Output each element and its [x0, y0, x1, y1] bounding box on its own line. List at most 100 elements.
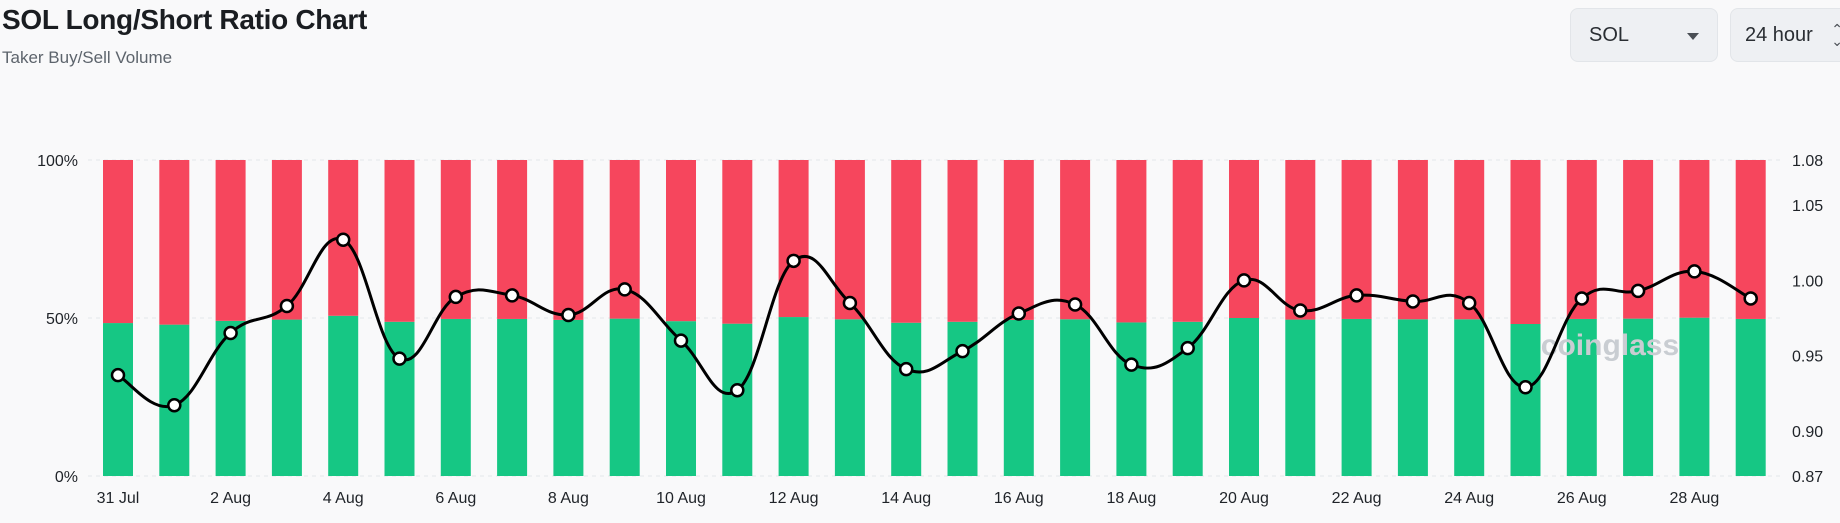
left-axis-tick-label: 50% [46, 311, 78, 328]
long-bar[interactable] [1679, 317, 1710, 476]
interval-select-value: 24 hour [1745, 23, 1813, 46]
x-axis-ticks: 31 Jul 2 Aug 4 Aug 6 Aug 8 Aug 10 Aug 12 Aug 14… [97, 490, 1720, 507]
long-bar[interactable] [328, 315, 359, 476]
ratio-point[interactable] [1743, 291, 1758, 306]
ratio-point[interactable] [504, 288, 520, 303]
right-axis-tick-label: 0.90 [1792, 424, 1823, 441]
interval-select[interactable]: 24 hour ⌃ ⌄ [1730, 8, 1840, 62]
short-bar[interactable] [1510, 160, 1541, 325]
long-bar[interactable] [834, 319, 865, 476]
short-bar[interactable] [1060, 160, 1091, 320]
long-bar[interactable] [609, 318, 640, 476]
ratio-point[interactable] [1518, 379, 1533, 395]
ratio-point[interactable] [786, 253, 801, 269]
long-bar[interactable] [1735, 318, 1766, 476]
ratio-point[interactable] [1236, 273, 1252, 288]
x-axis-tick-label: 12 Aug [769, 490, 819, 507]
chart-watermark: coinglass [1541, 329, 1679, 362]
ratio-point[interactable] [223, 325, 238, 341]
ratio-point[interactable] [1293, 303, 1308, 318]
ratio-point[interactable] [110, 367, 126, 383]
x-axis-tick-label: 28 Aug [1669, 490, 1719, 507]
short-bar[interactable] [1172, 160, 1203, 322]
short-bar[interactable] [103, 160, 133, 324]
short-bar[interactable] [1229, 160, 1259, 318]
ratio-point[interactable] [1630, 283, 1646, 299]
short-bar[interactable] [1397, 160, 1428, 320]
short-bar[interactable] [1003, 160, 1034, 320]
long-bar[interactable] [1116, 322, 1147, 476]
right-axis-tick-label: 0.87 [1792, 469, 1823, 486]
long-bar[interactable] [1060, 319, 1091, 476]
ratio-point[interactable] [1180, 340, 1195, 356]
short-bar[interactable] [891, 160, 922, 323]
x-axis-tick-label: 26 Aug [1557, 490, 1607, 507]
long-bar[interactable] [1454, 319, 1485, 476]
long-bar[interactable] [1003, 319, 1034, 476]
short-bar[interactable] [1116, 160, 1147, 323]
up-down-arrows-icon: ⌃ ⌄ [1831, 21, 1840, 49]
long-bar[interactable] [1397, 319, 1428, 476]
x-axis-tick-label: 4 Aug [323, 490, 364, 507]
x-axis-tick-label: 6 Aug [435, 490, 476, 507]
long-bar[interactable] [891, 322, 922, 476]
x-axis-tick-label: 14 Aug [881, 490, 931, 507]
ratio-point[interactable] [673, 333, 689, 348]
left-axis-ticks: 0% 50% 100% [37, 153, 78, 486]
long-bar[interactable] [1341, 318, 1372, 476]
x-axis-tick-label: 20 Aug [1219, 490, 1269, 507]
short-bar[interactable] [553, 160, 584, 320]
long-bar[interactable] [1510, 324, 1541, 476]
long-bar[interactable] [1229, 318, 1259, 476]
symbol-select-value: SOL [1589, 23, 1630, 46]
short-bar[interactable] [834, 160, 865, 320]
long-bar[interactable] [1285, 319, 1316, 476]
ratio-line [117, 237, 1752, 409]
long-bar[interactable] [271, 319, 302, 476]
short-bar[interactable] [215, 160, 246, 321]
ratio-point[interactable] [392, 351, 407, 366]
long-bar[interactable] [1623, 318, 1654, 476]
ratio-point[interactable] [167, 398, 182, 413]
ratio-point[interactable] [617, 282, 632, 297]
ratio-point[interactable] [955, 343, 970, 359]
ratio-point[interactable] [730, 382, 745, 398]
short-bar[interactable] [947, 160, 978, 322]
short-bar[interactable] [159, 160, 190, 325]
short-bar[interactable] [1454, 160, 1485, 320]
chart-bars [103, 160, 1766, 476]
x-axis-tick-label: 22 Aug [1332, 490, 1382, 507]
ratio-point[interactable] [1349, 288, 1364, 303]
short-bar[interactable] [1285, 160, 1316, 320]
short-bar[interactable] [384, 160, 415, 322]
ratio-point[interactable] [279, 298, 295, 314]
x-axis-tick-label: 31 Jul [97, 490, 140, 507]
long-bar[interactable] [497, 318, 528, 476]
ratio-point[interactable] [842, 295, 858, 311]
long-bar[interactable] [440, 318, 471, 476]
x-axis-tick-label: 16 Aug [994, 490, 1044, 507]
ratio-point[interactable] [1011, 306, 1027, 321]
long-bar[interactable] [103, 323, 133, 476]
long-bar[interactable] [553, 319, 584, 476]
ratio-point[interactable] [1124, 357, 1139, 372]
long-bar[interactable] [778, 317, 809, 476]
ratio-point[interactable] [335, 232, 351, 248]
ratio-point[interactable] [1405, 294, 1421, 309]
ratio-point[interactable] [1687, 264, 1702, 279]
ratio-point[interactable] [1461, 295, 1477, 311]
long-bar[interactable] [1566, 318, 1597, 476]
ratio-point[interactable] [561, 307, 576, 323]
ratio-point[interactable] [898, 361, 914, 377]
ratio-point[interactable] [1574, 291, 1590, 306]
long-bar[interactable] [215, 320, 246, 476]
short-bar[interactable] [666, 160, 696, 322]
short-bar[interactable] [1679, 160, 1710, 318]
long-bar[interactable] [722, 323, 753, 476]
short-bar[interactable] [778, 160, 809, 318]
symbol-select[interactable]: SOL [1570, 8, 1718, 62]
ratio-point[interactable] [1067, 297, 1083, 312]
ratio-point[interactable] [448, 289, 464, 305]
short-bar[interactable] [722, 160, 753, 324]
left-axis-tick-label: 0% [55, 469, 78, 486]
